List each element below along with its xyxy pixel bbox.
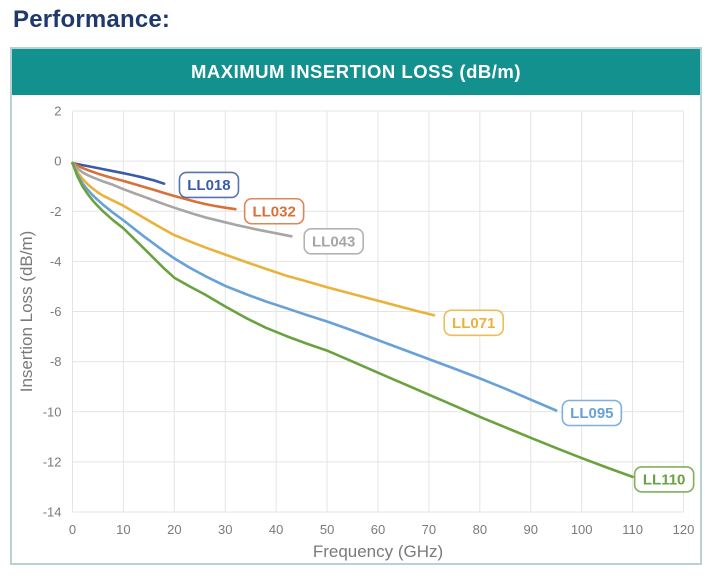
series-label-box xyxy=(561,399,623,427)
x-tick-label: 40 xyxy=(269,522,283,537)
y-tick-label: -12 xyxy=(43,454,62,469)
series-label-text: LL071 xyxy=(452,315,495,332)
series-line-LL032 xyxy=(71,161,237,211)
series-label-text: LL032 xyxy=(252,203,295,220)
page-title: Performance: xyxy=(13,6,171,33)
series-label-LL095: LL095 xyxy=(561,399,623,427)
y-tick-label: 2 xyxy=(54,104,61,119)
y-tick-label: -10 xyxy=(43,404,62,419)
x-tick-label: 60 xyxy=(371,522,385,537)
series-label-box xyxy=(633,466,695,493)
series-line-LL110 xyxy=(71,161,634,479)
y-axis-title: Insertion Loss (dB/m) xyxy=(17,231,36,393)
series-line-LL043 xyxy=(71,161,293,238)
series-label-text: LL018 xyxy=(187,177,230,194)
x-tick-labels: 0 10 20 30 40 50 60 70 80 90 100 110 120 xyxy=(69,522,694,537)
series-line-LL018 xyxy=(71,161,166,185)
y-tick-labels: 2 0 -2 -4 -6 -8 -10 -12 -14 xyxy=(43,104,62,520)
series-label-LL071: LL071 xyxy=(443,309,505,337)
x-tick-label: 10 xyxy=(116,522,130,537)
x-tick-label: 20 xyxy=(167,522,181,537)
x-tick-label: 30 xyxy=(218,522,232,537)
chart-title: MAXIMUM INSERTION LOSS (dB/m) xyxy=(190,61,522,82)
x-tick-label: 80 xyxy=(473,522,487,537)
x-tick-label: 70 xyxy=(422,522,436,537)
series-line-LL095 xyxy=(71,161,558,412)
series-label-text: LL095 xyxy=(570,405,613,422)
x-tick-label: 120 xyxy=(673,522,695,537)
series-label-text: LL043 xyxy=(312,233,355,250)
insertion-loss-chart-card: MAXIMUM INSERTION LOSS (dB/m) 0 10 20 30 40 5… xyxy=(10,47,702,565)
y-tick-label: -8 xyxy=(50,354,62,369)
chart-header-banner: MAXIMUM INSERTION LOSS (dB/m) xyxy=(12,49,700,95)
y-tick-label: -6 xyxy=(50,304,62,319)
x-tick-label: 50 xyxy=(320,522,334,537)
y-tick-label: -2 xyxy=(50,204,62,219)
series-label-LL018: LL018 xyxy=(178,171,240,199)
plot-area: 0 10 20 30 40 50 60 70 80 90 100 110 120 2 0 -2 -4 -6 -8 -1… xyxy=(12,95,700,563)
series-label-box xyxy=(443,309,505,337)
series-label-box xyxy=(303,228,365,255)
y-tick-label: -4 xyxy=(50,254,62,269)
series-label-box xyxy=(243,197,305,225)
x-axis-title: Frequency (GHz) xyxy=(313,542,443,561)
series-label-text: LL110 xyxy=(643,471,686,488)
x-tick-label: 110 xyxy=(622,522,643,537)
x-tick-label: 0 xyxy=(69,522,76,537)
grid xyxy=(72,110,684,513)
series-label-LL032: LL032 xyxy=(243,197,305,225)
x-tick-label: 90 xyxy=(524,522,538,537)
series-line-LL071 xyxy=(71,161,436,317)
insertion-loss-line-chart: 0 10 20 30 40 50 60 70 80 90 100 110 12020-2-4-6-8-1… xyxy=(17,104,695,561)
y-tick-label: -14 xyxy=(43,505,62,520)
series-label-LL043: LL043 xyxy=(303,228,365,255)
series-label-LL110: LL110 xyxy=(633,466,695,493)
x-tick-label: 100 xyxy=(571,522,593,537)
y-tick-label: 0 xyxy=(54,154,61,169)
series-label-box xyxy=(178,171,240,199)
